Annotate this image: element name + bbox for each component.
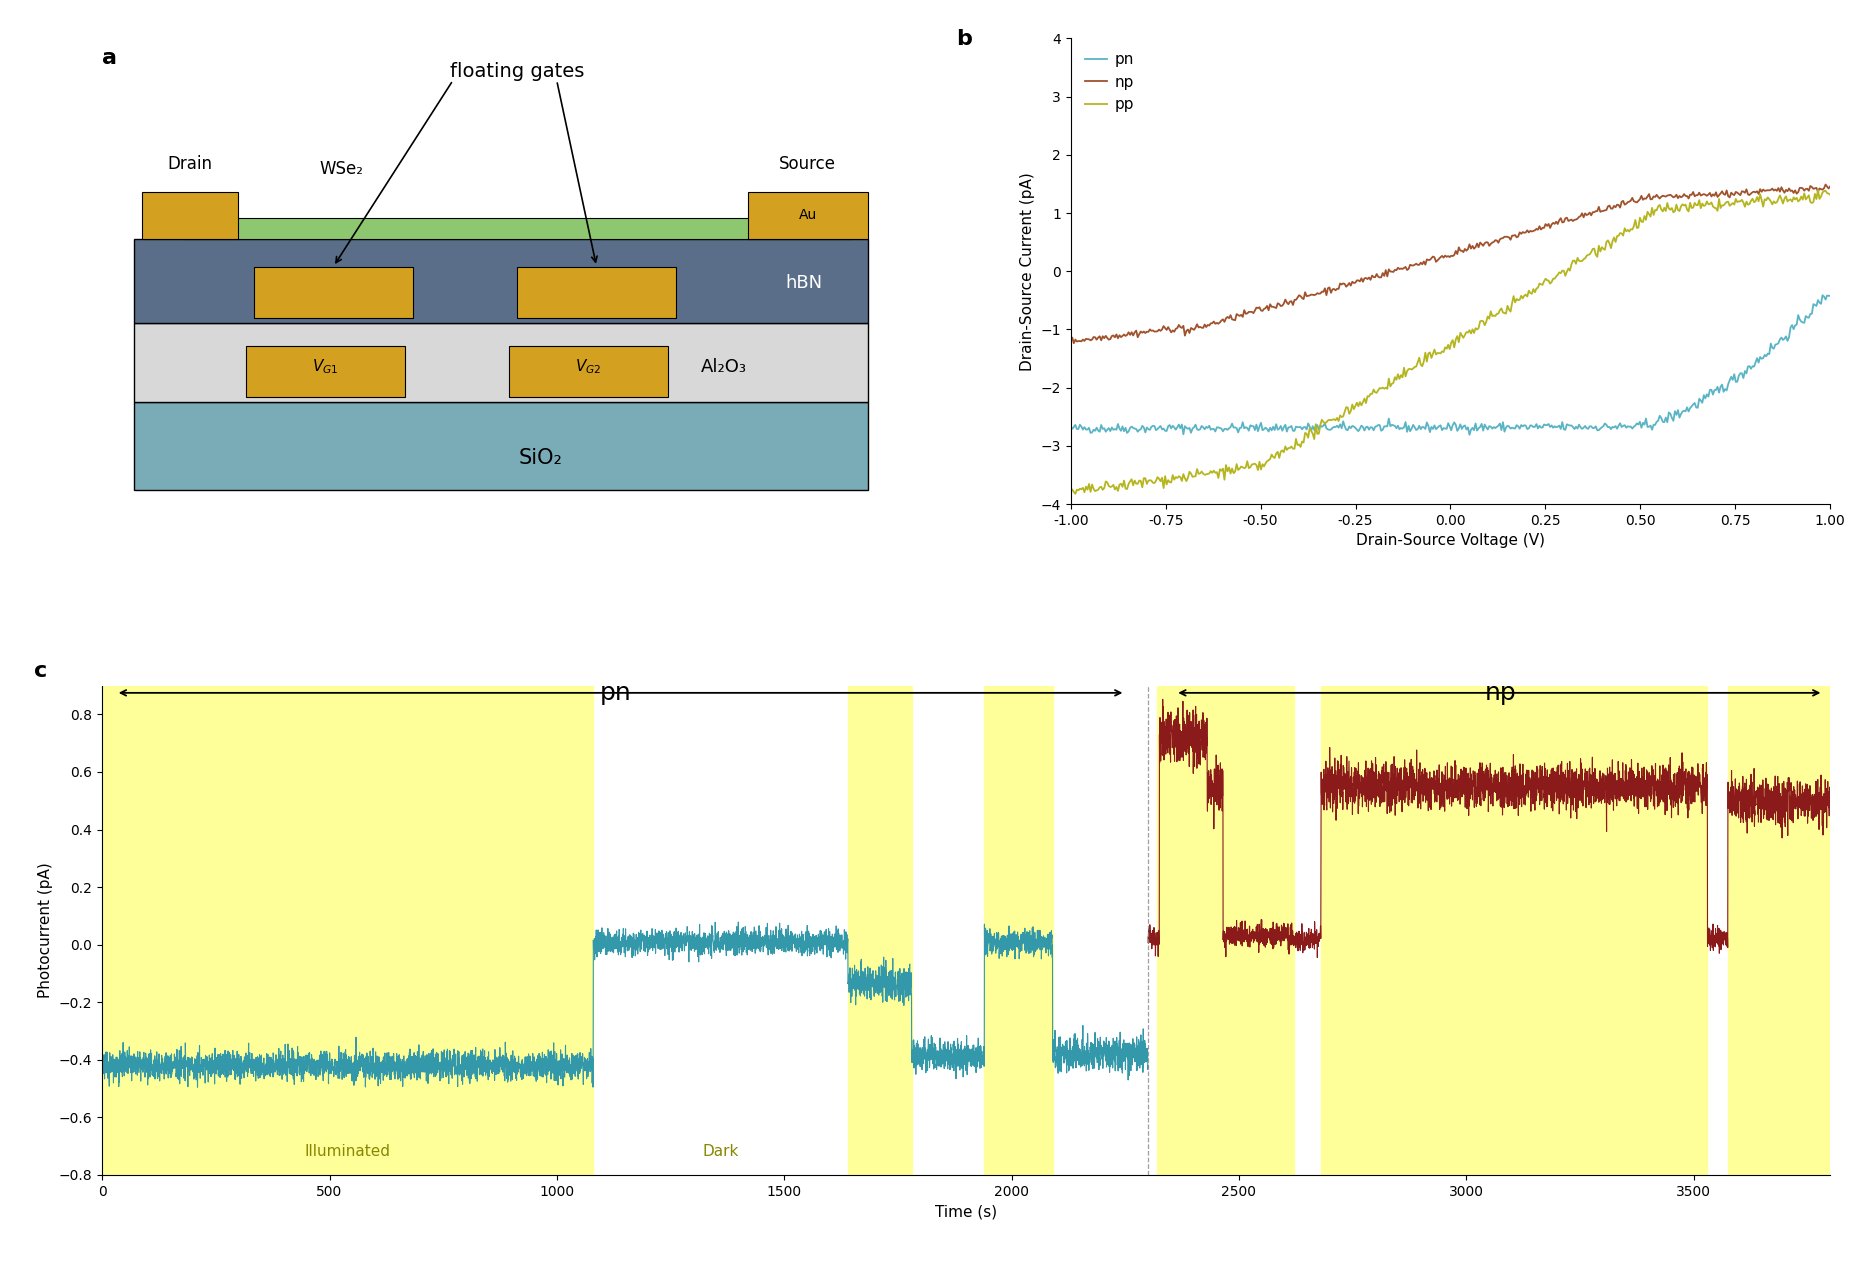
Bar <box>134 239 867 323</box>
Bar <box>984 686 1051 1175</box>
np <box>1421 249 1443 264</box>
X-axis label: Drain-Source Voltage (V): Drain-Source Voltage (V) <box>1356 534 1545 549</box>
pn <box>1682 396 1705 411</box>
pp <box>1064 487 1086 502</box>
Text: hBN: hBN <box>786 273 823 292</box>
np <box>1058 332 1081 347</box>
Bar <box>509 346 669 397</box>
Line: pn: pn <box>1070 295 1829 434</box>
pp <box>1512 289 1534 304</box>
Bar <box>516 267 676 318</box>
pp <box>1801 194 1824 209</box>
pp <box>1421 346 1443 361</box>
Legend: pn, np, pp: pn, np, pp <box>1077 46 1140 119</box>
pp <box>1058 481 1081 497</box>
Text: Au: Au <box>799 208 817 222</box>
Text: np: np <box>1484 681 1515 705</box>
Bar <box>141 192 238 239</box>
Bar <box>1320 686 1707 1175</box>
Text: WSe₂: WSe₂ <box>319 160 364 178</box>
pn <box>1058 420 1081 435</box>
Text: a: a <box>102 47 117 68</box>
Text: Drain: Drain <box>167 156 212 174</box>
pn <box>1818 289 1840 304</box>
Line: pp: pp <box>1070 190 1829 494</box>
Text: Source: Source <box>778 156 836 174</box>
pn <box>1811 287 1833 303</box>
pp <box>1426 345 1448 360</box>
np <box>1814 178 1837 193</box>
Text: Illuminated: Illuminated <box>305 1144 390 1160</box>
Bar <box>134 323 867 402</box>
pn <box>1512 418 1534 433</box>
np <box>1682 189 1705 204</box>
pn <box>1471 423 1493 438</box>
np <box>1818 179 1840 194</box>
pp <box>1471 314 1493 329</box>
Bar <box>254 267 412 318</box>
pn <box>1801 296 1824 312</box>
pp <box>1818 186 1840 202</box>
Text: $V_{G1}$: $V_{G1}$ <box>312 358 338 377</box>
np <box>1426 253 1448 268</box>
pp <box>1805 183 1827 198</box>
Text: b: b <box>956 29 971 49</box>
Text: floating gates: floating gates <box>449 61 583 80</box>
Bar <box>102 686 592 1175</box>
Text: $V_{G2}$: $V_{G2}$ <box>576 358 602 377</box>
X-axis label: Time (s): Time (s) <box>934 1204 997 1220</box>
Line: np: np <box>1070 185 1829 344</box>
np <box>1801 181 1824 197</box>
Text: c: c <box>33 661 46 681</box>
Y-axis label: Photocurrent (pA): Photocurrent (pA) <box>39 862 54 999</box>
Bar <box>748 192 867 239</box>
Bar <box>245 346 405 397</box>
np <box>1062 336 1084 351</box>
pn <box>1458 427 1480 442</box>
Text: pn: pn <box>600 681 631 705</box>
Text: Al₂O₃: Al₂O₃ <box>700 358 747 375</box>
pn <box>1424 421 1447 437</box>
Bar <box>847 686 912 1175</box>
Bar <box>182 217 851 239</box>
Bar <box>1727 686 1829 1175</box>
pn <box>1419 419 1441 434</box>
Bar <box>1157 686 1292 1175</box>
Y-axis label: Drain-Source Current (pA): Drain-Source Current (pA) <box>1019 172 1034 370</box>
Bar <box>134 402 867 490</box>
pp <box>1682 195 1705 211</box>
Text: Dark: Dark <box>702 1144 739 1160</box>
np <box>1512 225 1534 240</box>
Text: SiO₂: SiO₂ <box>518 448 563 467</box>
np <box>1471 238 1493 253</box>
